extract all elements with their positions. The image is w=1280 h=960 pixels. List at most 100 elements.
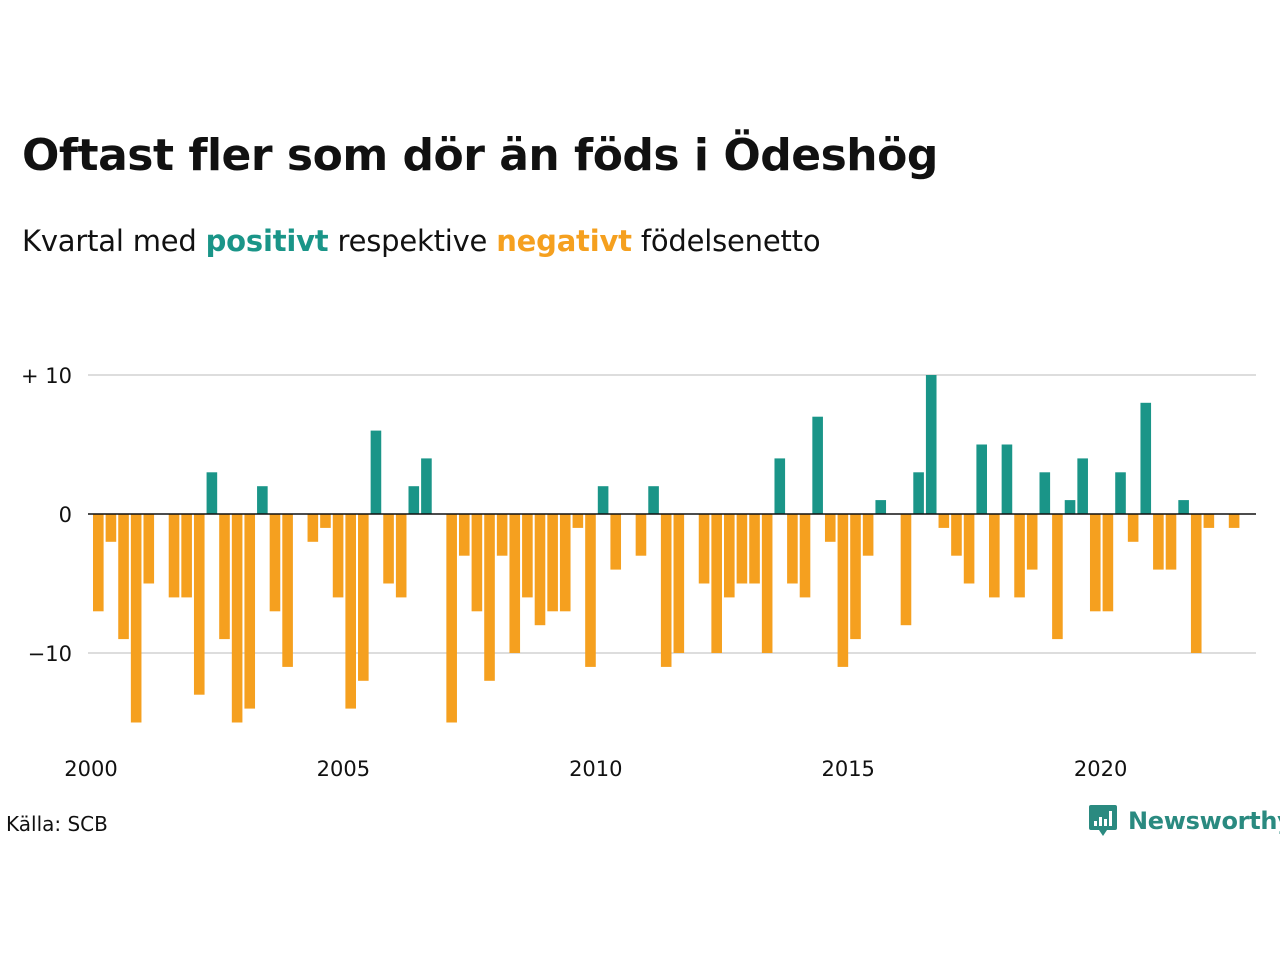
bar-negative — [534, 514, 546, 626]
bar-negative — [1014, 514, 1025, 598]
bar-negative — [989, 514, 1000, 598]
bar-negative — [231, 514, 243, 723]
bar-negative — [383, 514, 394, 584]
bar-negative — [395, 514, 407, 598]
bar-negative — [1165, 514, 1177, 570]
bar-negative — [585, 514, 596, 667]
bar-negative — [458, 514, 470, 556]
bar-positive — [913, 472, 924, 514]
bar-negative — [963, 514, 975, 584]
bar-negative — [269, 514, 281, 612]
subtitle-prefix: Kvartal med — [22, 224, 206, 258]
bar-positive — [421, 458, 432, 514]
subtitle-suffix: födelsenetto — [631, 224, 821, 258]
bar-negative — [130, 514, 142, 723]
newsworthy-logo-icon — [1089, 805, 1117, 836]
bar-negative — [862, 514, 874, 556]
bar-negative — [320, 514, 331, 528]
x-tick-label: 2020 — [1074, 757, 1127, 781]
axes: + 10 0 −10 2000 2005 2010 2015 2020 — [21, 364, 1256, 781]
bar-positive — [1178, 500, 1189, 514]
bar-negative — [736, 514, 748, 584]
bar-negative — [522, 514, 533, 598]
bar-negative — [1026, 514, 1038, 570]
bar-positive — [648, 486, 659, 514]
bar-negative — [711, 514, 722, 653]
bar-positive — [370, 430, 382, 514]
bar-negative — [471, 514, 483, 612]
bar-negative — [559, 514, 571, 612]
bar-negative — [850, 514, 861, 640]
bar-positive — [976, 444, 987, 514]
source-note: Källa: SCB — [6, 812, 108, 836]
bar-negative — [168, 514, 180, 598]
bar-negative — [749, 514, 760, 584]
x-tick-label: 2010 — [569, 757, 622, 781]
bar-negative — [635, 514, 647, 556]
subtitle-middle: respektive — [328, 224, 497, 258]
x-tick-label: 2015 — [821, 757, 874, 781]
bar-negative — [572, 514, 584, 528]
bar-negative — [307, 514, 319, 542]
bar-negative — [951, 514, 962, 556]
y-tick-label: + 10 — [21, 364, 72, 388]
bar-negative — [181, 514, 192, 598]
bar-negative — [496, 514, 508, 556]
newsworthy-logo: Newsworthy — [1088, 804, 1280, 838]
y-tick-label: −10 — [28, 642, 72, 666]
bar-negative — [761, 514, 773, 653]
bar-negative — [938, 514, 950, 528]
bar-negative — [345, 514, 356, 709]
bar-positive — [257, 486, 268, 514]
chart-subtitle: Kvartal med positivt respektive negativt… — [22, 224, 821, 258]
bar-positive — [206, 472, 218, 514]
bar-negative — [660, 514, 672, 667]
bar-positive — [1001, 444, 1013, 514]
bar-positive — [1115, 472, 1126, 514]
bar-positive — [1140, 402, 1152, 514]
bar-negative — [837, 514, 849, 667]
bar-positive — [875, 500, 887, 514]
subtitle-negative-label: negativt — [496, 224, 632, 258]
bar-positive — [408, 486, 420, 514]
bar-negative — [118, 514, 129, 640]
bar-positive — [1064, 500, 1076, 514]
bar-negative — [193, 514, 205, 695]
bar-positive — [1077, 458, 1088, 514]
bar-positive — [812, 416, 823, 514]
bar-positive — [597, 486, 609, 514]
bar-negative — [799, 514, 811, 598]
subtitle-positive-label: positivt — [205, 224, 329, 258]
bar-positive — [774, 458, 786, 514]
bar-negative — [610, 514, 622, 570]
bar-negative — [143, 514, 155, 584]
bar-negative — [446, 514, 457, 723]
bars — [93, 375, 1240, 723]
bar-negative — [219, 514, 230, 640]
bar-negative — [1102, 514, 1114, 612]
bar-negative — [1190, 514, 1202, 653]
bar-negative — [547, 514, 558, 612]
bar-negative — [1052, 514, 1063, 640]
bar-negative — [824, 514, 836, 542]
bar-positive — [925, 375, 937, 514]
bar-negative — [244, 514, 256, 709]
bar-negative — [724, 514, 735, 598]
chart-title: Oftast fler som dör än föds i Ödeshög — [22, 130, 938, 181]
bar-positive — [1039, 472, 1051, 514]
bar-negative — [1127, 514, 1139, 542]
bar-negative — [484, 514, 495, 681]
bar-negative — [787, 514, 798, 584]
x-tick-label: 2000 — [64, 757, 117, 781]
bar-negative — [1089, 514, 1101, 612]
bar-negative — [1153, 514, 1164, 570]
bar-negative — [282, 514, 293, 667]
bar-negative — [900, 514, 912, 626]
bar-negative — [105, 514, 117, 542]
bar-negative — [509, 514, 521, 653]
bar-negative — [698, 514, 710, 584]
bar-negative — [1228, 514, 1240, 528]
bar-negative — [358, 514, 369, 681]
bar-negative — [332, 514, 344, 598]
